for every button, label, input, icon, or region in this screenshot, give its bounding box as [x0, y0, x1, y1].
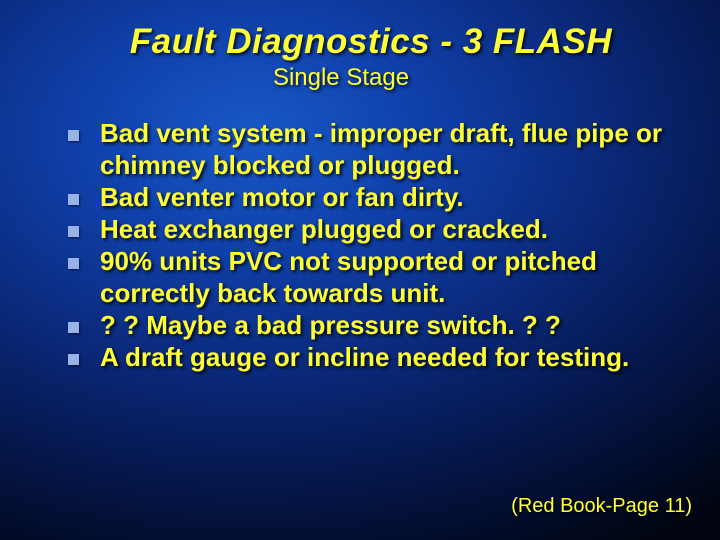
list-item: Bad vent system - improper draft, flue p… — [62, 118, 680, 182]
list-item: A draft gauge or incline needed for test… — [62, 342, 680, 374]
list-item: Bad venter motor or fan dirty. — [62, 182, 680, 214]
list-item: ? ? Maybe a bad pressure switch. ? ? — [62, 310, 680, 342]
slide: Fault Diagnostics - 3 FLASH Single Stage… — [0, 0, 720, 540]
slide-title: Fault Diagnostics - 3 FLASH — [62, 22, 680, 62]
list-item: Heat exchanger plugged or cracked. — [62, 214, 680, 246]
slide-subtitle: Single Stage — [2, 64, 680, 92]
bullet-list: Bad vent system - improper draft, flue p… — [62, 118, 680, 374]
footnote: (Red Book-Page 11) — [511, 495, 692, 518]
list-item: 90% units PVC not supported or pitched c… — [62, 246, 680, 310]
